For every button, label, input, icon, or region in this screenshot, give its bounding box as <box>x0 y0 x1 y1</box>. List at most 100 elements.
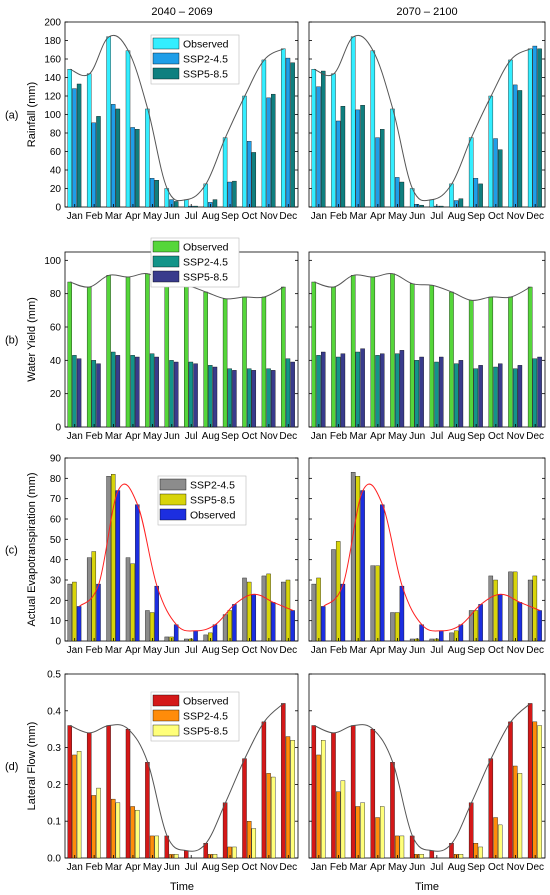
bar-3-0-SSP2-4.5-Apr <box>130 806 135 859</box>
legend-label-2-2: Observed <box>190 510 236 522</box>
x-tick-label-1-0-Apr: Apr <box>125 431 141 442</box>
x-tick-label-2-0-May: May <box>143 645 162 656</box>
bar-1-1-Observed-May <box>390 273 395 428</box>
bar-2-1-Observed-Aug <box>458 624 464 642</box>
plot-frame-1-1 <box>308 251 546 428</box>
y-tick-label-0-9: 180 <box>44 36 61 47</box>
bar-0-0-SSP5-8.5-Oct <box>251 152 257 208</box>
bar-1-1-SSP2-4.5-Oct <box>493 366 498 428</box>
bar-3-0-Observed-Apr <box>125 729 131 859</box>
bar-3-0-SSP2-4.5-Feb <box>91 795 97 859</box>
x-tick-label-3-0-Mar: Mar <box>105 862 123 873</box>
bar-1-0-SSP5-8.5-Jan <box>76 358 82 428</box>
x-tick-label-0-0-Sep: Sep <box>221 211 239 222</box>
bar-0-1-SSP2-4.5-Dec <box>532 45 538 208</box>
bar-0-1-SSP5-8.5-Jan <box>321 70 326 208</box>
x-tick-label-1-0-Jan: Jan <box>67 431 83 442</box>
bar-3-0-Observed-Mar <box>106 725 111 859</box>
x-tick-label-0-0-Oct: Oct <box>242 211 258 222</box>
bar-1-0-SSP5-8.5-Aug <box>212 366 218 428</box>
bar-0-1-Observed-Jul <box>429 199 435 208</box>
legend-label-1-2: SSP5-8.5 <box>183 272 228 284</box>
legend-label-0-0: Observed <box>183 39 229 51</box>
y-axis-label-1: Water Yield (mm) <box>26 297 38 382</box>
x-tick-label-3-1-Nov: Nov <box>507 862 525 873</box>
bar-0-0-Observed-Feb <box>86 73 92 208</box>
x-tick-label-1-0-Jun: Jun <box>164 431 180 442</box>
bar-0-0-SSP2-4.5-Mar <box>111 104 116 208</box>
bar-0-1-SSP2-4.5-Apr <box>375 137 380 208</box>
x-tick-label-0-1-Feb: Feb <box>330 211 348 222</box>
y-tick-label-2-7: 70 <box>50 494 62 505</box>
bar-2-1-Observed-Feb <box>340 583 346 642</box>
bar-3-0-SSP5-8.5-Apr <box>135 809 140 859</box>
bar-1-1-Observed-Dec <box>527 286 533 428</box>
x-tick-label-1-1-Dec: Dec <box>526 431 544 442</box>
bar-0-0-SSP2-4.5-Nov <box>266 97 271 208</box>
bar-0-0-Observed-Sep <box>222 137 228 208</box>
bar-2-0-SSP5-8.5-Dec <box>285 579 291 642</box>
bar-2-0-Observed-Jul <box>193 630 198 642</box>
bar-0-1-SSP5-8.5-Jun <box>419 204 424 208</box>
x-tick-label-0-1-Aug: Aug <box>448 211 466 222</box>
panel-label-2: (c) <box>5 545 18 557</box>
bar-3-1-SSP5-8.5-Aug <box>458 854 464 859</box>
y-axis-label-3: Lateral Flow (mm) <box>26 722 38 811</box>
bar-0-0-SSP5-8.5-Aug <box>212 199 218 208</box>
bar-0-0-SSP5-8.5-Jan <box>76 83 82 208</box>
bar-0-0-Observed-Mar <box>106 36 111 208</box>
bar-3-0-Observed-Nov <box>261 721 267 859</box>
bar-1-1-SSP2-4.5-Nov <box>512 368 518 428</box>
bar-3-0-Observed-Oct <box>242 758 247 859</box>
bar-0-1-SSP5-8.5-May <box>399 181 405 208</box>
bar-0-0-SSP2-4.5-May <box>149 178 155 208</box>
bar-1-1-SSP2-4.5-May <box>394 353 400 428</box>
y-tick-label-1-2: 40 <box>50 356 62 367</box>
bar-1-1-SSP5-8.5-Apr <box>380 353 385 428</box>
bar-0-1-SSP5-8.5-Dec <box>537 48 542 208</box>
x-tick-label-3-0-Aug: Aug <box>202 862 220 873</box>
subplot-3-0: 0.0 0.1 0.2 0.3 0.4 0.5 Jan Feb Mar Apr May Jun Jul A… <box>47 670 299 873</box>
bar-2-0-SSP2-4.5-Jul <box>184 638 189 642</box>
y-tick-label-2-0: 0 <box>55 637 61 648</box>
plot-frame-2-1 <box>308 457 546 642</box>
bar-1-1-SSP5-8.5-Jun <box>419 356 424 428</box>
bar-2-1-SSP2-4.5-Jan <box>311 583 317 642</box>
x-tick-label-0-1-Sep: Sep <box>467 211 485 222</box>
x-tick-label-3-0-Feb: Feb <box>86 862 104 873</box>
bar-1-1-Observed-Oct <box>488 296 494 428</box>
bar-1-1-SSP2-4.5-Jul <box>434 361 439 428</box>
y-tick-label-2-5: 50 <box>50 535 62 546</box>
x-tick-label-2-0-Sep: Sep <box>221 645 239 656</box>
bar-2-1-Observed-May <box>399 585 405 642</box>
bar-1-0-Observed-Jun <box>164 283 170 428</box>
y-tick-label-2-9: 90 <box>50 454 62 465</box>
bar-3-0-SSP2-4.5-Nov <box>266 773 271 859</box>
legend-swatch-1-0 <box>152 240 180 253</box>
x-tick-label-2-0-Feb: Feb <box>86 645 104 656</box>
legend-swatch-3-1 <box>152 709 180 722</box>
bar-2-0-SSP2-4.5-Oct <box>242 577 247 642</box>
bar-0-1-Observed-Feb <box>331 73 336 208</box>
bar-3-1-SSP5-8.5-Jan <box>321 740 326 859</box>
bar-0-1-Observed-Mar <box>350 36 356 208</box>
bar-1-1-SSP5-8.5-Jan <box>321 351 326 428</box>
y-tick-label-3-3: 0.3 <box>47 743 61 754</box>
bar-0-0-SSP5-8.5-Nov <box>271 93 276 208</box>
trend-curve-0-1 <box>313 34 531 202</box>
bar-2-0-SSP2-4.5-May <box>145 610 150 642</box>
bar-3-1-SSP5-8.5-May <box>399 835 405 859</box>
x-tick-label-1-0-Mar: Mar <box>105 431 123 442</box>
y-axis-label-0: Rainfall (mm) <box>26 82 38 147</box>
bar-1-0-SSP2-4.5-Jun <box>169 360 174 428</box>
x-tick-label-3-1-Jun: Jun <box>409 862 425 873</box>
x-tick-label-2-1-May: May <box>388 645 407 656</box>
bar-1-1-SSP5-8.5-Feb <box>340 353 346 428</box>
x-tick-label-2-1-Jul: Jul <box>430 645 443 656</box>
bar-1-0-SSP5-8.5-Apr <box>135 356 140 428</box>
x-tick-label-1-1-Jun: Jun <box>409 431 425 442</box>
bar-3-0-SSP2-4.5-Dec <box>285 736 291 859</box>
bar-0-0-Observed-Apr <box>125 50 131 208</box>
y-tick-label-3-4: 0.4 <box>47 706 61 717</box>
bar-1-1-SSP5-8.5-Aug <box>458 360 464 428</box>
